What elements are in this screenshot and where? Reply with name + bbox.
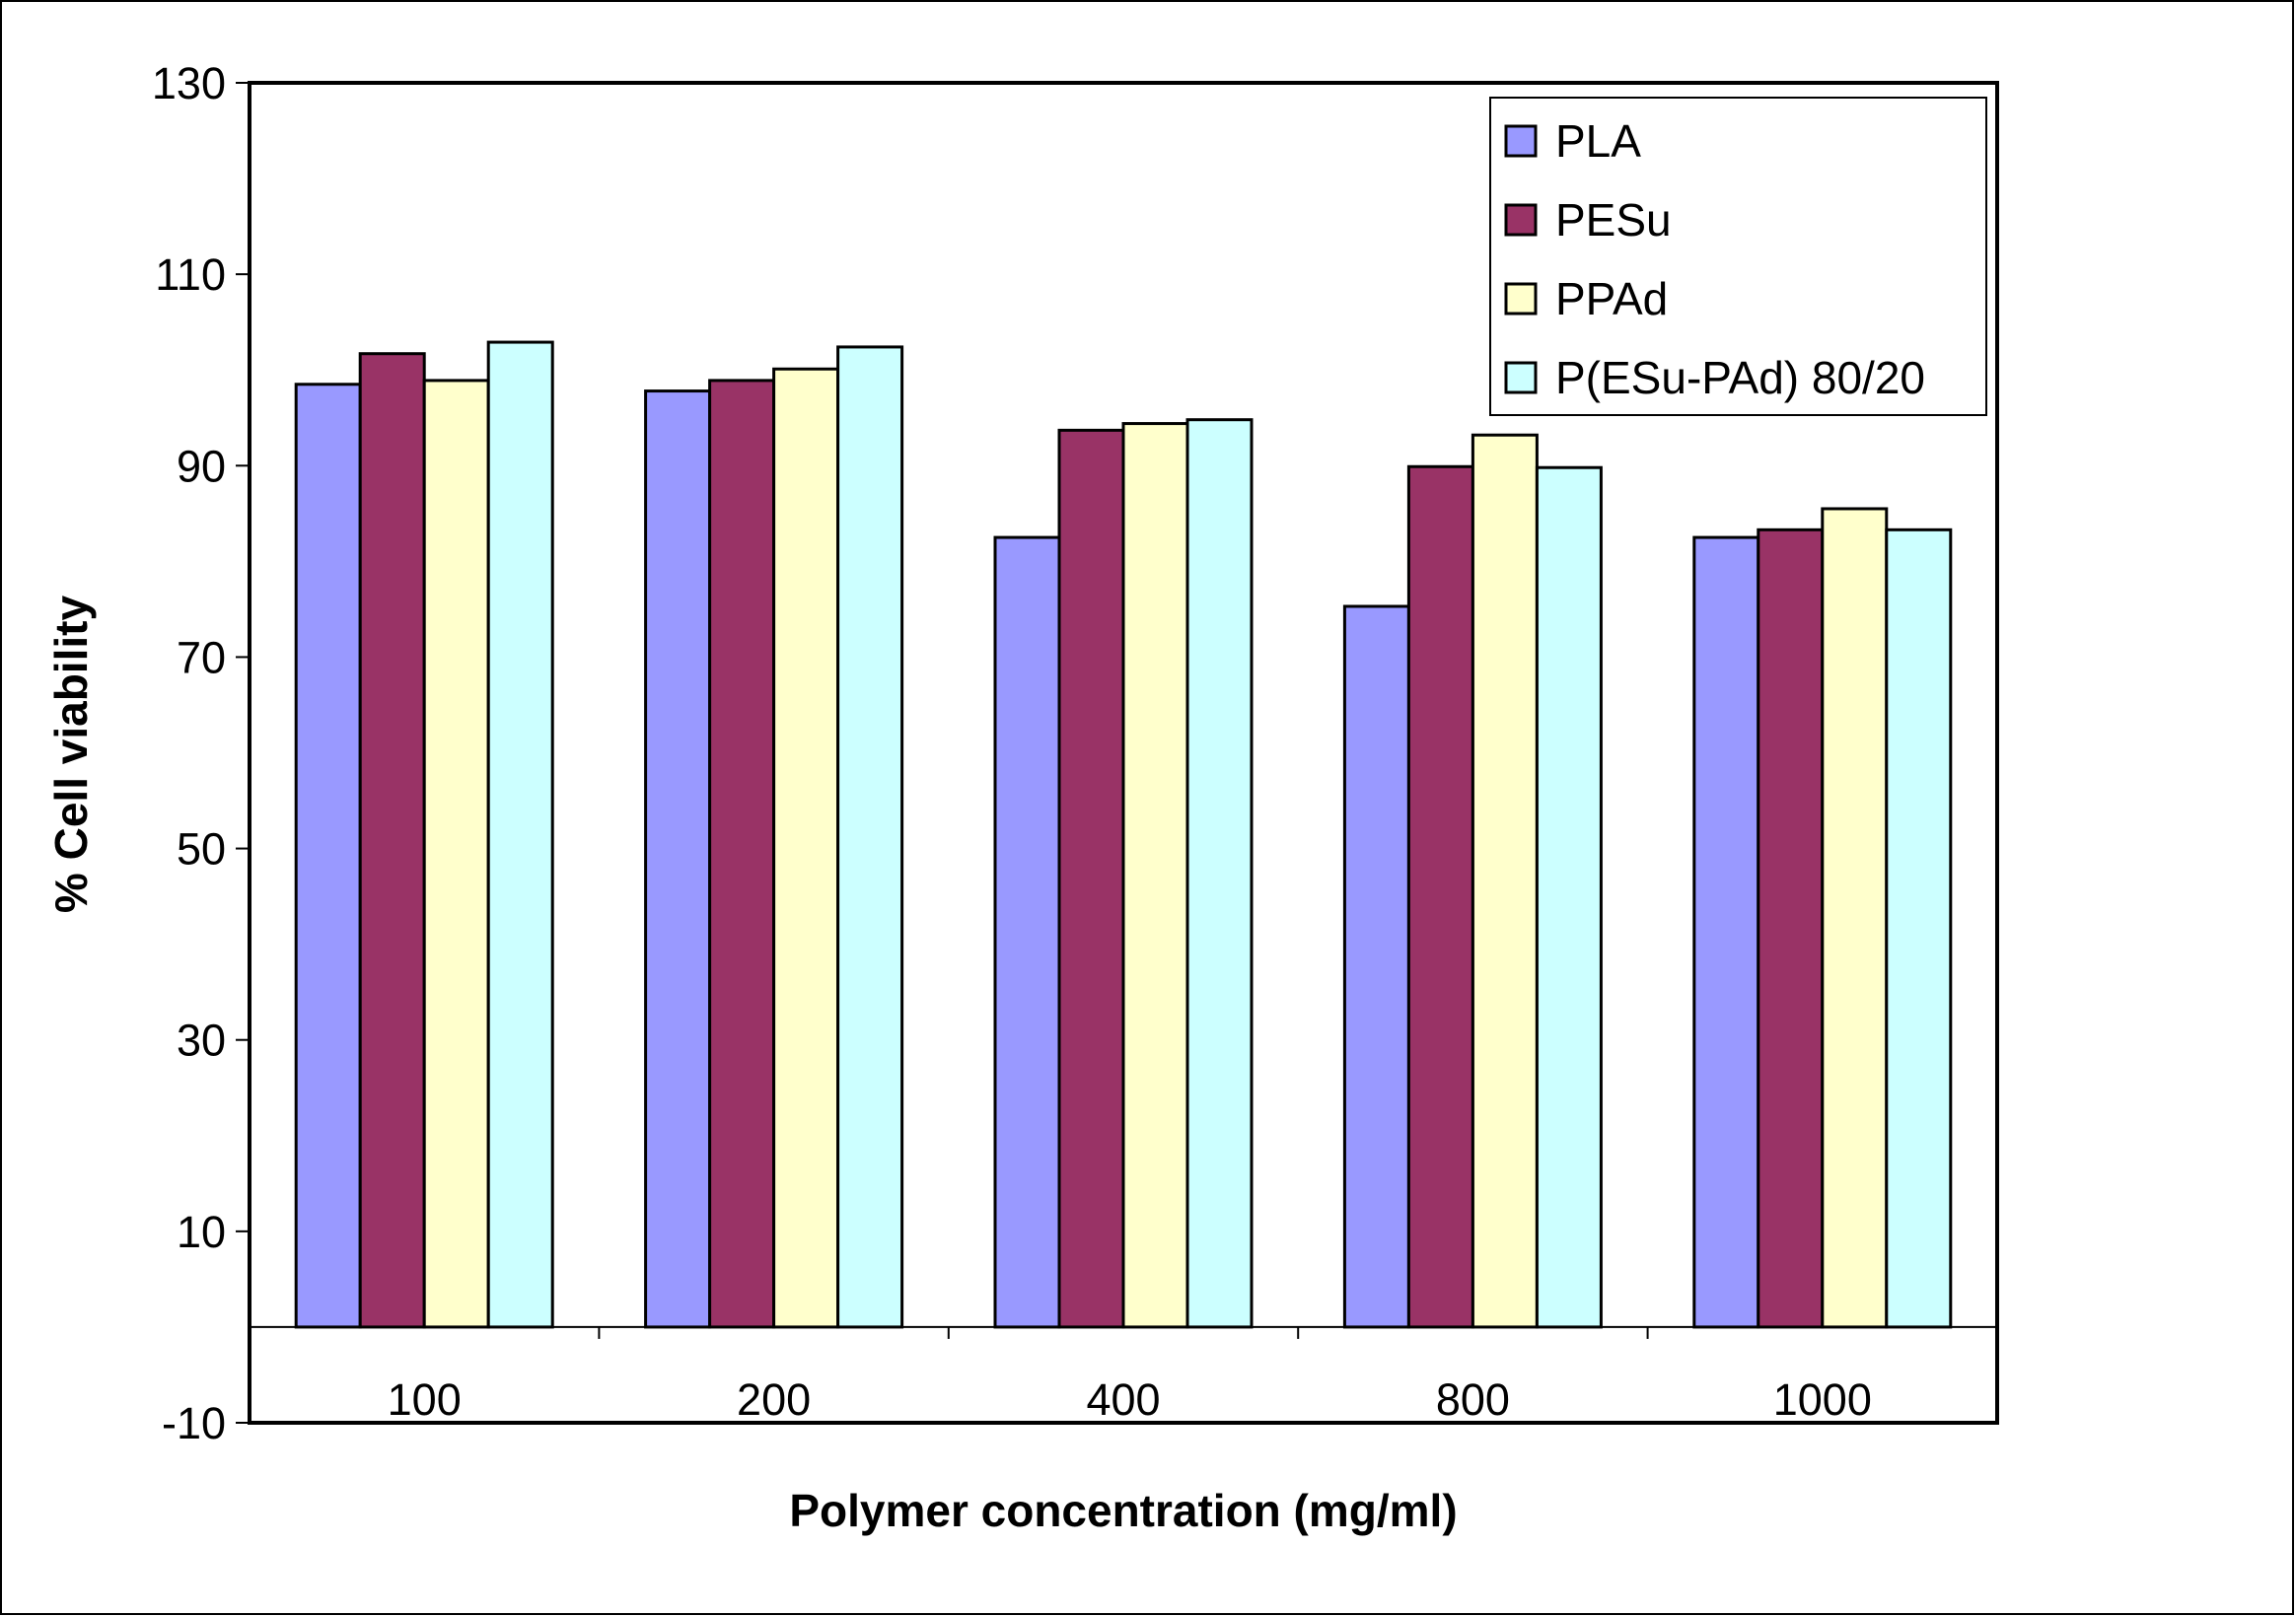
bar-p-esu-pad-80-20-200 (836, 345, 904, 1329)
y-tick-label: 30 (177, 1016, 226, 1066)
x-axis: 100 200 400 800 1000 (388, 1326, 1872, 1425)
legend-label: PLA (1555, 115, 1641, 167)
y-tick-label: 50 (177, 824, 226, 875)
bar-ppad-400 (1121, 422, 1189, 1329)
bar-p-esu-pad-80-20-400 (1185, 418, 1254, 1329)
bar-p-esu-pad-80-20-1000 (1885, 527, 1953, 1329)
bar-pla-800 (1342, 604, 1410, 1329)
bar-pesu-1000 (1757, 527, 1825, 1329)
y-tick-label: 110 (155, 249, 226, 300)
y-tick-label: 10 (177, 1207, 226, 1257)
bar-p-esu-pad-80-20-800 (1535, 465, 1603, 1329)
legend-box (1489, 97, 1987, 416)
x-tick-label: 400 (1086, 1374, 1160, 1425)
bar-pesu-800 (1406, 464, 1474, 1329)
y-axis: 130 110 90 70 50 30 10 -10 (152, 58, 250, 1448)
bar-ppad-1000 (1821, 507, 1889, 1329)
x-axis-title: Polymer concentration (mg/ml) (789, 1485, 1457, 1536)
legend-swatch (1504, 203, 1538, 237)
bar-pesu-400 (1057, 428, 1125, 1329)
legend-label: PESu (1555, 194, 1672, 246)
x-tick-label: 200 (737, 1374, 811, 1425)
y-tick-label: -10 (162, 1398, 226, 1448)
y-tick-label: 70 (177, 632, 226, 682)
bar-pesu-100 (358, 352, 426, 1329)
bar-p-esu-pad-80-20-100 (486, 340, 554, 1329)
legend-label: P(ESu-PAd) 80/20 (1555, 352, 1925, 403)
y-tick-label: 130 (152, 58, 226, 108)
bar-pesu-200 (708, 379, 776, 1329)
bar-ppad-800 (1471, 433, 1539, 1329)
legend-swatch (1504, 124, 1538, 158)
x-tick-label: 1000 (1773, 1374, 1872, 1425)
legend-swatch (1504, 282, 1538, 316)
x-tick-label: 800 (1436, 1374, 1510, 1425)
x-tick-label: 100 (388, 1374, 462, 1425)
y-axis-title: % Cell viability (45, 596, 97, 914)
bar-pla-200 (644, 389, 712, 1329)
bar-ppad-100 (422, 379, 490, 1329)
bar-pla-1000 (1692, 535, 1760, 1329)
bar-ppad-200 (772, 367, 840, 1329)
legend-swatch (1504, 361, 1538, 394)
bar-series-group (294, 340, 1953, 1329)
bar-pla-100 (294, 383, 362, 1329)
legend: PLA PESu PPAd P(ESu-PAd) 80/20 (1489, 97, 1987, 416)
legend-label: PPAd (1555, 273, 1668, 324)
bar-pla-400 (993, 535, 1061, 1329)
y-tick-label: 90 (177, 441, 226, 491)
